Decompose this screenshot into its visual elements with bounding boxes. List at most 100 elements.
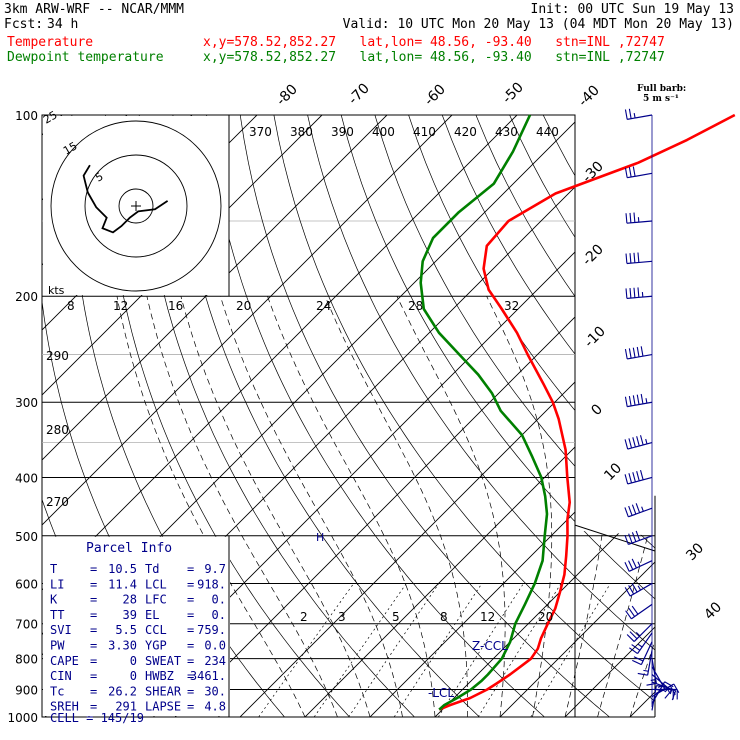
- hodograph-axis-tick: 28: [408, 299, 423, 313]
- wind-barb-feather: [664, 690, 672, 699]
- wind-barb-feather: [624, 474, 629, 485]
- dewpoint-legend-label: Dewpoint temperature: [7, 50, 164, 65]
- parcel-value: 234: [204, 654, 226, 668]
- wind-barb-half-feather: [635, 631, 641, 637]
- temperature-profile: [438, 113, 736, 711]
- isotherm-line: [226, 115, 655, 717]
- wind-barb-feather: [636, 346, 640, 357]
- mixing-ratio-grid: [258, 583, 611, 717]
- parcel-label: LCL: [145, 577, 167, 591]
- parcel-label: HWBZ: [145, 669, 174, 683]
- parcel-eq: =: [187, 562, 194, 576]
- mixing-ratio-line: [438, 583, 524, 717]
- wind-barb: [625, 212, 653, 224]
- wind-barb-feather: [632, 472, 636, 483]
- mixing-ratio-label: 2: [300, 610, 308, 624]
- isotherm-line: [356, 115, 655, 717]
- wind-barb-half-feather: [641, 506, 644, 512]
- wind-barb-feather: [637, 672, 648, 676]
- isotherm-label: 40: [701, 599, 725, 623]
- wind-barb-feather: [640, 346, 644, 357]
- wind-barb-column: [624, 108, 680, 711]
- mixing-ratio-label: 12: [480, 610, 495, 624]
- wind-barb-feather: [628, 585, 635, 595]
- wind-barb-feather: [624, 562, 630, 572]
- wind-barb-feather: [628, 505, 633, 516]
- wind-barb-feather: [629, 647, 638, 655]
- parcel-value: 0.0: [204, 639, 226, 653]
- moist-adiabat-line: [220, 296, 403, 717]
- wind-barb-half-feather: [637, 643, 643, 648]
- wind-barb-feather: [625, 610, 632, 620]
- hodograph-axis-label: kts: [48, 284, 65, 297]
- parcel-label: LFC: [145, 593, 167, 607]
- parcel-eq: =: [187, 608, 194, 622]
- pressure-tick-label: 200: [15, 290, 38, 304]
- wind-barb: [625, 252, 653, 265]
- parcel-label: K: [50, 593, 58, 607]
- dry-adiabat-line: [643, 115, 655, 717]
- wind-barb-feather: [635, 503, 641, 513]
- dry-adiabat-line: [105, 115, 362, 717]
- wind-barb: [624, 470, 653, 485]
- wind-barb: [637, 650, 653, 676]
- parcel-value: 0: [130, 654, 137, 668]
- pressure-tick-label: 500: [15, 530, 38, 544]
- h-annotation: H: [316, 531, 324, 544]
- wind-barb-staff: [627, 441, 653, 450]
- isotherm-line: [161, 115, 655, 717]
- dry-adiabat-line: [307, 115, 655, 717]
- parcel-value: 291: [115, 700, 137, 714]
- theta-side-label: 270: [46, 495, 69, 509]
- moist-adiabat-line: [146, 296, 338, 717]
- wind-barb-feather: [628, 348, 632, 359]
- wind-barb: [624, 530, 653, 545]
- extension-top-edge: [574, 524, 656, 552]
- wind-barb-feather: [637, 287, 640, 298]
- parcel-eq: =: [187, 577, 194, 591]
- wind-barb-feather: [633, 287, 636, 298]
- wind-barb-feather: [624, 534, 629, 545]
- wind-barb-half-feather: [645, 438, 648, 445]
- wind-barb: [632, 641, 653, 666]
- parcel-eq: =: [90, 669, 97, 683]
- hodograph-ring-label: 15: [61, 139, 80, 157]
- mixing-ratio-line: [530, 583, 611, 717]
- wind-barb-feather: [625, 288, 628, 299]
- parcel-value: 11.4: [108, 577, 137, 591]
- hodograph-ring: [84, 154, 188, 258]
- isotherm-label: 30: [683, 540, 707, 564]
- theta-side-label: 280: [46, 423, 69, 437]
- wind-barb-feather: [631, 558, 637, 569]
- sounding-profiles: [419, 113, 736, 711]
- dry-adiabat-line: [340, 115, 655, 717]
- parcel-value: 4.8: [204, 700, 226, 714]
- parcel-eq: =: [90, 700, 97, 714]
- theta-label: 420: [454, 125, 477, 139]
- parcel-label: TT: [50, 608, 64, 622]
- wind-barb-feather: [632, 437, 636, 448]
- parcel-background: [43, 536, 230, 716]
- isotherm-line: [486, 115, 655, 717]
- wind-barb: [629, 632, 653, 655]
- wind-barb-feather: [632, 659, 642, 666]
- hodograph-ring: [50, 120, 222, 292]
- parcel-value: 918.: [197, 577, 226, 591]
- wind-barb-feather: [624, 348, 628, 360]
- dry-adiabat-line: [678, 115, 740, 730]
- parcel-eq: =: [187, 593, 194, 607]
- dry-adiabat-line: [576, 115, 655, 717]
- parcel-eq: =: [187, 684, 194, 698]
- wind-barb-half-feather: [633, 112, 636, 119]
- theta-label: 380: [290, 125, 313, 139]
- wind-barb-feather: [631, 605, 639, 615]
- isotherm-label: 10: [601, 460, 625, 484]
- fcst-label: Fcst:: [4, 17, 44, 32]
- model-title: 3km ARW-WRF -- NCAR/MMM: [4, 2, 185, 17]
- wind-barb-feather: [673, 683, 680, 693]
- isotherm-label: -70: [345, 80, 372, 107]
- isotherm-label: -80: [273, 81, 300, 108]
- parcel-eq: =: [90, 562, 97, 576]
